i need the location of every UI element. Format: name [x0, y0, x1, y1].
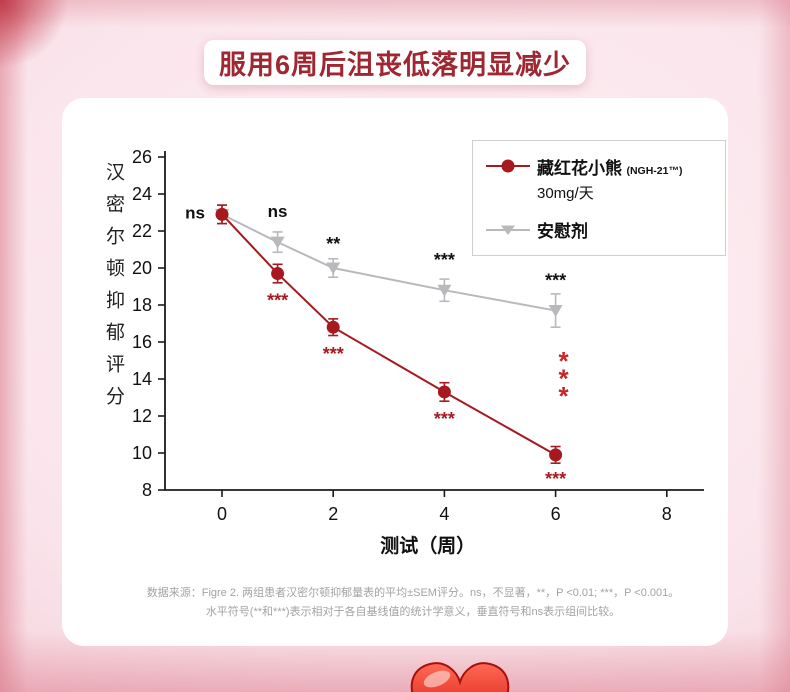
- annotation: ***: [545, 469, 566, 489]
- x-tick-label: 6: [551, 504, 561, 524]
- y-tick-label: 20: [132, 258, 152, 278]
- source-note-line2: 水平符号(**和***)表示相对于各自基线值的统计学意义，垂直符号和ns表示组间…: [205, 606, 621, 619]
- x-axis-title: 测试（周）: [380, 534, 475, 557]
- annotation: ***: [434, 409, 455, 429]
- saffron-line-marker-icon: [479, 158, 537, 174]
- data-point: [271, 267, 285, 281]
- title-banner: 服用6周后沮丧低落明显减少: [204, 40, 586, 85]
- legend-saffron-code: (NGH-21™): [626, 165, 683, 177]
- x-tick-label: 2: [328, 504, 338, 524]
- legend-placebo-name: 安慰剂: [537, 222, 588, 241]
- annotation: **: [326, 234, 340, 254]
- page-title: 服用6周后沮丧低落明显减少: [218, 50, 571, 80]
- y-tick-label: 24: [132, 184, 152, 204]
- chart-card: 汉密尔顿抑郁评分 8 10 12 14 16 18 20 22 24 26 0 2 4 6 8 测试（周） ns…: [62, 98, 728, 646]
- legend-item-saffron: 藏红花小熊 (NGH-21™) 30mg/天: [479, 154, 717, 203]
- y-tick-label: 26: [132, 147, 152, 167]
- annotation: *: [559, 346, 570, 376]
- y-axis-title: 汉密尔顿抑郁评分: [103, 162, 124, 418]
- data-point: [270, 236, 285, 249]
- data-point: [437, 284, 452, 297]
- y-tick-label: 22: [132, 221, 152, 241]
- y-tick-label: 14: [132, 369, 152, 389]
- legend-saffron-text: 藏红花小熊 (NGH-21™) 30mg/天: [537, 154, 682, 203]
- data-point: [548, 305, 563, 318]
- x-tick-label: 0: [217, 504, 227, 524]
- placebo-line-marker-icon: [479, 222, 537, 238]
- annotation: ***: [323, 344, 344, 364]
- data-point: [326, 262, 341, 275]
- y-tick-label: 16: [132, 332, 152, 352]
- source-note-line1: 数据来源：Figre 2. 两组患者汉密尔顿抑郁量表的平均±SEM评分。ns，不…: [146, 587, 680, 599]
- y-tick-label: 18: [132, 295, 152, 315]
- annotation: ***: [545, 271, 566, 291]
- data-point: [215, 207, 229, 221]
- source-note: 数据来源：Figre 2. 两组患者汉密尔顿抑郁量表的平均±SEM评分。ns，不…: [62, 584, 728, 623]
- chart-legend: 藏红花小熊 (NGH-21™) 30mg/天 安慰剂: [472, 140, 726, 256]
- annotation: *: [559, 363, 570, 393]
- x-tick-label: 8: [662, 504, 672, 524]
- annotation: *: [559, 381, 570, 411]
- x-tick-label: 4: [439, 504, 449, 524]
- legend-saffron-name: 藏红花小熊: [537, 159, 622, 178]
- gummy-bear-image: [390, 654, 530, 692]
- y-tick-label: 12: [132, 406, 152, 426]
- legend-saffron-dose: 30mg/天: [537, 185, 594, 202]
- annotation: ***: [267, 291, 288, 311]
- data-point: [549, 448, 563, 462]
- y-tick-label: 8: [142, 480, 152, 500]
- annotation: ns: [268, 202, 288, 221]
- data-point: [437, 385, 451, 399]
- legend-item-placebo: 安慰剂: [479, 217, 717, 242]
- y-tick-label: 10: [132, 443, 152, 463]
- data-point: [326, 320, 340, 334]
- annotation: ns: [185, 203, 205, 222]
- annotation: ***: [434, 250, 455, 270]
